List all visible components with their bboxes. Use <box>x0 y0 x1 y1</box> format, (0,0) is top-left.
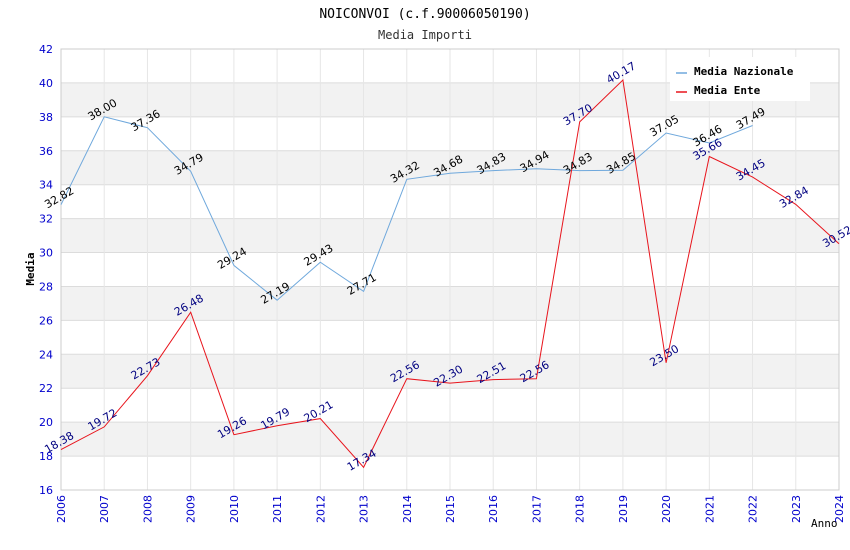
x-tick-label: 2008 <box>141 495 154 523</box>
y-tick-label: 38 <box>39 111 53 124</box>
y-tick-label: 36 <box>39 145 53 158</box>
x-tick-label: 2013 <box>358 495 371 523</box>
x-tick-label: 2020 <box>660 495 673 523</box>
legend-box <box>670 57 810 101</box>
x-tick-label: 2024 <box>833 495 846 523</box>
x-tick-label: 2011 <box>271 495 284 523</box>
y-tick-label: 26 <box>39 314 53 327</box>
x-axis: 2006 2007 2008 2009 2010 2011 2012 2013 2014 2015… <box>55 495 846 523</box>
y-tick-label: 40 <box>39 77 53 90</box>
plot-border <box>60 48 840 491</box>
y-axis: 16 18 20 22 24 26 28 30 32 34 36 38 40 42 <box>39 43 53 497</box>
series-line-media-nazionale <box>60 116 753 301</box>
x-tick-label: 2017 <box>530 495 543 523</box>
x-tick-label: 2021 <box>703 495 716 523</box>
x-tick-label: 2018 <box>574 495 587 523</box>
y-tick-label: 42 <box>39 43 53 56</box>
legend: Media Nazionale Media Ente <box>670 57 810 101</box>
y-tick-label: 22 <box>39 382 53 395</box>
y-tick-label: 18 <box>39 450 53 463</box>
x-tick-label: 2015 <box>444 495 457 523</box>
y-tick-label: 30 <box>39 247 53 260</box>
y-tick-label: 28 <box>39 280 53 293</box>
chart-title: NOICONVOI (c.f.90006050190) <box>319 7 530 22</box>
legend-label-media-nazionale: Media Nazionale <box>694 65 794 78</box>
chart-subtitle: Media Importi <box>378 28 472 42</box>
y-tick-label: 20 <box>39 416 53 429</box>
x-tick-label: 2009 <box>185 495 198 523</box>
x-tick-label: 2023 <box>790 495 803 523</box>
x-axis-label: Anno <box>811 517 838 530</box>
y-tick-label: 34 <box>39 179 53 192</box>
x-tick-label: 2012 <box>314 495 327 523</box>
x-tick-label: 2014 <box>401 495 414 523</box>
y-tick-label: 16 <box>39 484 53 497</box>
series-line-media-ente <box>60 78 840 469</box>
x-tick-label: 2007 <box>98 495 111 523</box>
legend-label-media-ente: Media Ente <box>694 84 761 97</box>
x-tick-label: 2019 <box>617 495 630 523</box>
y-tick-label: 32 <box>39 213 53 226</box>
x-tick-label: 2010 <box>228 495 241 523</box>
y-tick-label: 24 <box>39 348 53 361</box>
grid-lines <box>60 48 840 491</box>
y-axis-label: Media <box>24 252 37 285</box>
x-tick-label: 2022 <box>747 495 760 523</box>
x-tick-label: 2016 <box>487 495 500 523</box>
x-tick-label: 2006 <box>55 495 68 523</box>
series-layer <box>60 78 840 469</box>
